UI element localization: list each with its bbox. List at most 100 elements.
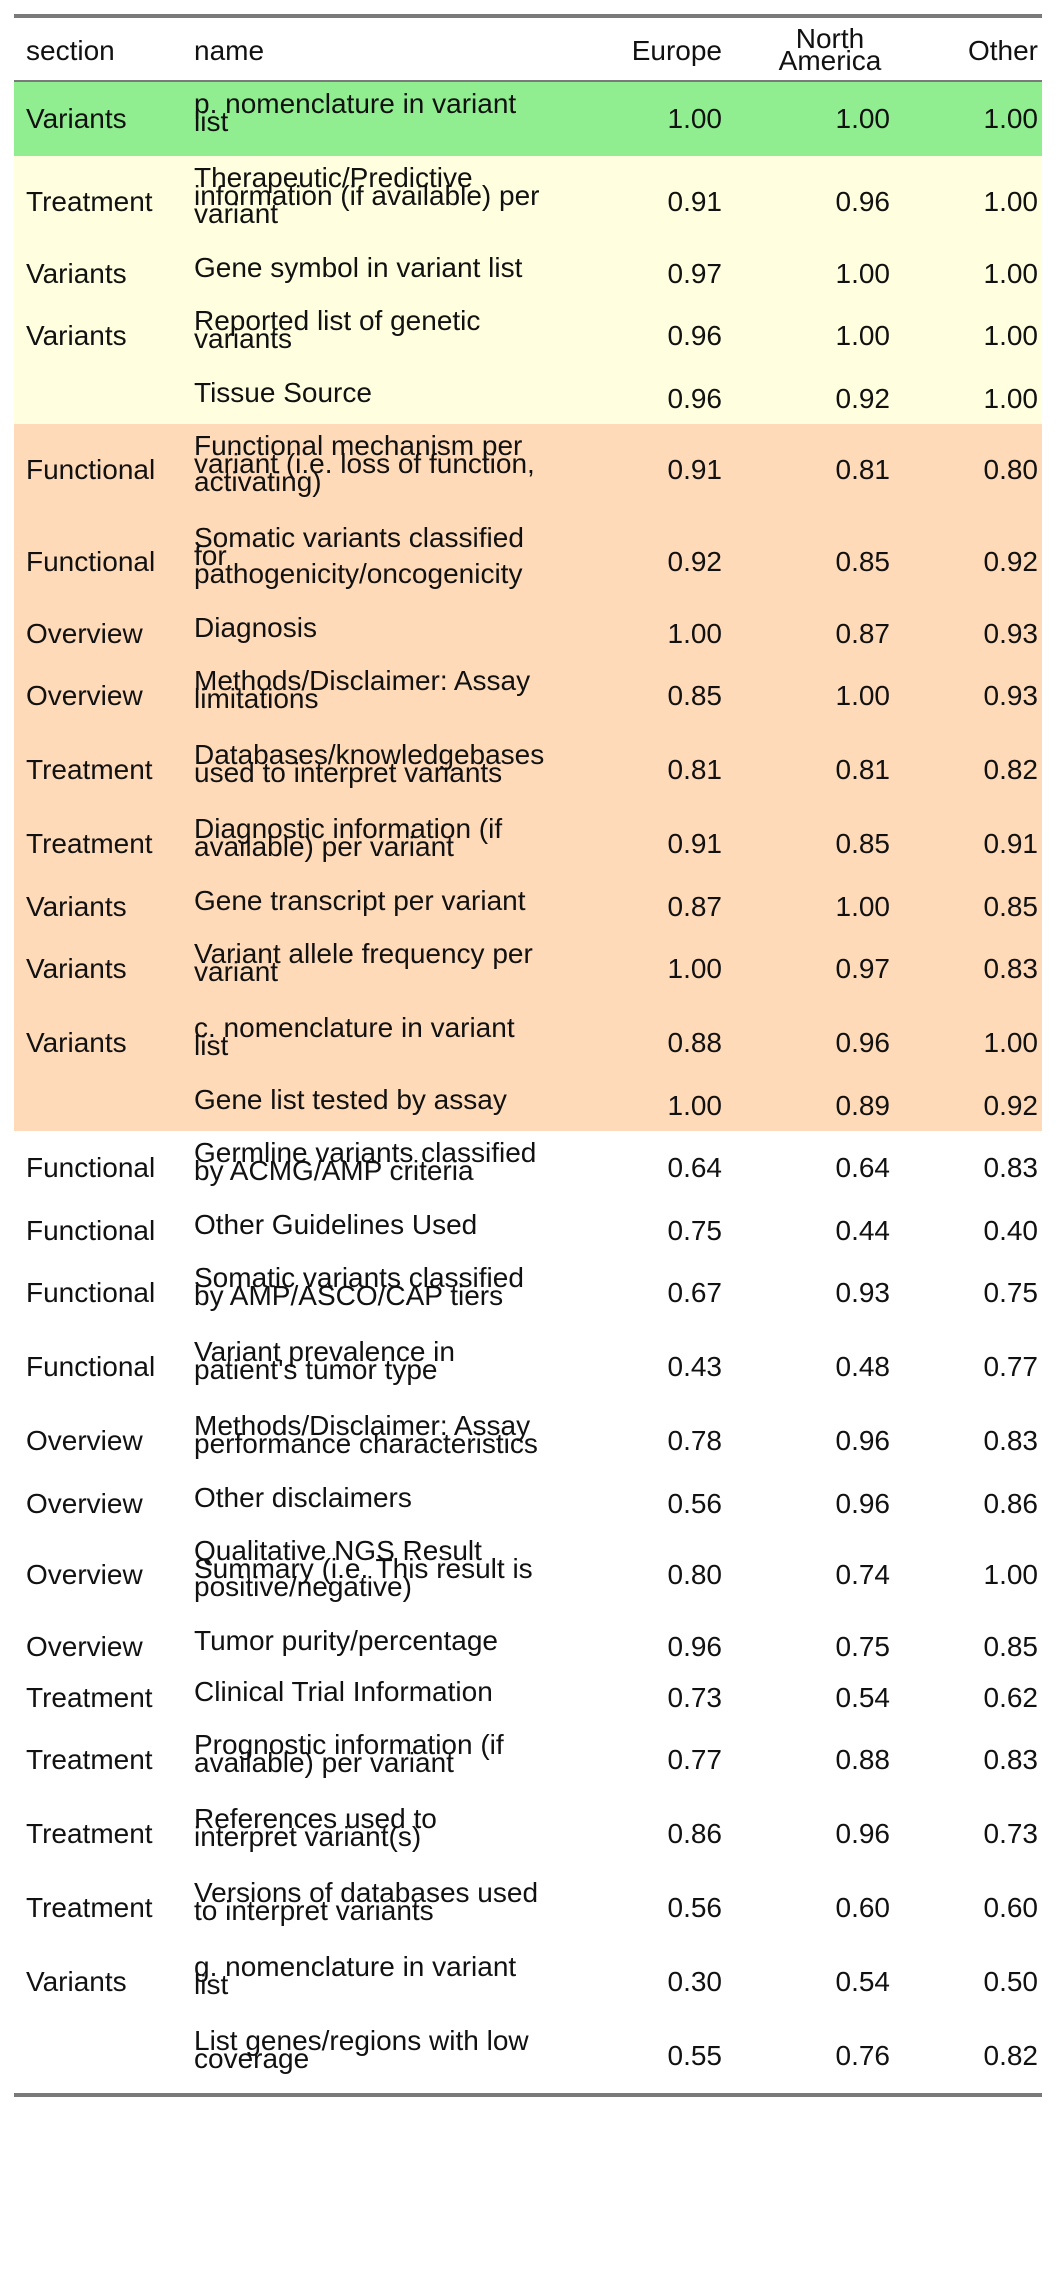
cell-name: Gene transcript per variant: [194, 884, 594, 916]
cell-section: Treatment: [26, 1744, 153, 1775]
cell-name-line: Gene symbol in variant list: [194, 251, 523, 283]
cell-name-line: Prognostic information (if: [194, 1729, 504, 1760]
cell-name-line: Functional mechanism per: [194, 430, 523, 461]
cell-name: Therapeutic/Predictive information (if av…: [194, 164, 594, 229]
cell-section: Overview: [26, 1559, 143, 1590]
cell-north-america: 0.96: [835, 1027, 891, 1058]
cell-europe: 0.81: [667, 754, 723, 785]
cell-north-america: 0.96: [835, 186, 891, 217]
cell-other: 0.83: [983, 1152, 1039, 1183]
cell-section: Variants: [26, 320, 127, 351]
cell-europe: 0.96: [667, 382, 723, 414]
table-row: Overview Methods/Disclaimer: Assay limitat…: [14, 659, 1042, 733]
cell-name-line: variant (i.e. loss of function,: [194, 448, 535, 479]
cell-name-line: available) per variant: [194, 1747, 454, 1778]
cell-section: Treatment: [26, 1818, 153, 1849]
cell-name-line: Gene transcript per variant: [194, 884, 526, 916]
cell-name-line: c. nomenclature in variant: [194, 1012, 515, 1043]
cell-section: Overview: [26, 680, 143, 711]
cell-section: Treatment: [26, 186, 153, 217]
cell-section: Functional: [26, 546, 156, 577]
cell-name-line: References used to: [194, 1803, 437, 1834]
cell-section: Treatment: [26, 754, 153, 785]
cell-name-line: Clinical Trial Information: [194, 1675, 493, 1707]
cell-section: Variants: [26, 1966, 127, 1997]
cell-north-america: 1.00: [835, 680, 891, 711]
cell-other: 0.91: [983, 828, 1039, 859]
table-row: Treatment References used to interpret var…: [14, 1797, 1042, 1871]
cell-name: Germline variants classified by ACMG/AMP …: [194, 1139, 594, 1185]
cell-name: Reported list of genetic variants: [194, 307, 594, 353]
cell-name-line: list: [194, 1030, 229, 1061]
table-row: Tissue Source 0.96 0.92 1.00: [14, 373, 1042, 424]
table-row: Variants g. nomenclature in variant list 0.…: [14, 1945, 1042, 2019]
cell-name: Methods/Disclaimer: Assay limitations: [194, 667, 594, 713]
cell-north-america: 0.97: [835, 953, 891, 984]
table-row: Variants c. nomenclature in variant list 0.…: [14, 1006, 1042, 1080]
cell-europe: 0.87: [667, 890, 723, 922]
cell-name-line: available) per variant: [194, 831, 454, 862]
cell-name-line: list: [194, 1969, 229, 2000]
cell-other: 0.83: [983, 1425, 1039, 1456]
cell-name: Other Guidelines Used: [194, 1210, 594, 1238]
cell-north-america: 0.85: [835, 546, 891, 577]
cell-section: Treatment: [26, 828, 153, 859]
cell-name-line: Somatic variants classified: [194, 1262, 524, 1293]
table-bottom-rule: [14, 2093, 1042, 2097]
cell-europe: 0.73: [667, 1681, 723, 1713]
table-row: Variants Reported list of genetic variants…: [14, 299, 1042, 373]
cell-north-america: 1.00: [835, 320, 891, 351]
table-row: Treatment Clinical Trial Information 0.73 0…: [14, 1672, 1042, 1723]
header-europe: Europe: [631, 35, 722, 66]
table-row: Gene list tested by assay 1.00 0.89 0.92: [14, 1080, 1042, 1131]
cell-name: Somatic variants classified by AMP/ASCO/C…: [194, 1262, 594, 1310]
cell-name-line: variant: [194, 198, 279, 229]
cell-section: Variants: [26, 257, 127, 289]
cell-name: Variant prevalence in patient's tumor typ…: [194, 1338, 594, 1384]
cell-other: 1.00: [983, 103, 1039, 134]
cell-name: Diagnostic information (if available) per…: [194, 815, 594, 862]
cell-other: 1.00: [983, 320, 1039, 351]
cell-europe: 1.00: [667, 953, 723, 984]
cell-europe: 0.80: [667, 1559, 723, 1590]
cell-other: 0.50: [983, 1966, 1039, 1997]
cell-north-america: 0.89: [835, 1089, 891, 1121]
cell-name-line: Gene list tested by assay: [194, 1083, 507, 1115]
cell-europe: 0.88: [667, 1027, 723, 1058]
table-row: Variants Variant allele frequency per vari…: [14, 932, 1042, 1006]
cell-name: Tumor purity/percentage: [194, 1626, 594, 1654]
table-row: Overview Diagnosis 1.00 0.87 0.93: [14, 608, 1042, 659]
cell-section: Functional: [26, 1277, 156, 1308]
cell-section: Overview: [26, 1425, 143, 1456]
cell-other: 0.77: [983, 1351, 1039, 1382]
cell-europe: 0.91: [667, 186, 723, 217]
cell-name-line: to interpret variants: [194, 1895, 434, 1926]
cell-name: Tissue Source: [194, 378, 594, 406]
cell-north-america: 1.00: [835, 257, 891, 289]
cell-north-america: 0.81: [835, 454, 891, 485]
cell-other: 0.75: [983, 1277, 1039, 1308]
cell-name-line: Diagnosis: [194, 611, 317, 643]
cell-europe: 0.77: [667, 1744, 723, 1775]
cell-north-america: 0.54: [835, 1966, 891, 1997]
header-north-america-line2: America: [778, 45, 882, 76]
cell-europe: 0.92: [667, 546, 723, 577]
cell-north-america: 0.93: [835, 1277, 891, 1308]
cell-north-america: 0.96: [835, 1818, 891, 1849]
cell-other: 0.93: [983, 680, 1039, 711]
cell-name: Other disclaimers: [194, 1483, 594, 1511]
header-name: name: [194, 35, 265, 66]
cell-north-america: 0.92: [835, 382, 891, 414]
header-section: section: [26, 35, 115, 66]
cell-north-america: 0.76: [835, 2040, 891, 2071]
cell-europe: 0.97: [667, 257, 723, 289]
cell-name: Clinical Trial Information: [194, 1675, 594, 1707]
table-row: List genes/regions with low coverage 0.55 0…: [14, 2019, 1042, 2093]
cell-section: Treatment: [26, 1681, 153, 1713]
cell-name-line: Qualitative NGS Result: [194, 1535, 482, 1566]
cell-other: 0.93: [983, 617, 1039, 649]
cell-section: Functional: [26, 454, 156, 485]
cell-other: 0.83: [983, 1744, 1039, 1775]
cell-other: 0.80: [983, 454, 1039, 485]
cell-other: 1.00: [983, 186, 1039, 217]
